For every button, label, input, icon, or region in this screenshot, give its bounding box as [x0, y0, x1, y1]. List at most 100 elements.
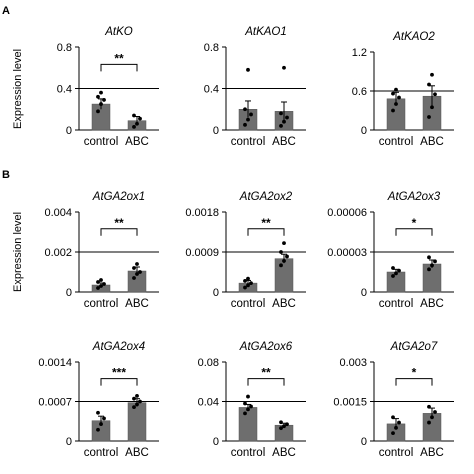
chart6-category-label: control [379, 298, 414, 310]
chart6-significance-label: * [412, 216, 417, 230]
chart9-point-ABC [427, 404, 431, 409]
chart5-significance-bracket [247, 228, 285, 236]
chart6-significance-bracket [395, 228, 433, 236]
chart5-point-ABC [282, 241, 286, 246]
chart5-ytick-label: 0.0018 [185, 207, 219, 219]
chart8-point-control [243, 411, 247, 416]
chart8-ytick-label: 0.08 [198, 357, 219, 369]
chart3-point-control [391, 91, 395, 96]
chart2-point-ABC [279, 123, 283, 128]
chart7-point-ABC [132, 396, 136, 401]
chart8-point-control [249, 404, 253, 409]
chart9-point-control [391, 415, 395, 420]
chart7-category-label: control [84, 447, 119, 459]
chart3-title: AtKAO2 [392, 31, 435, 43]
chart8-point-control [246, 394, 250, 399]
chart5-point-ABC [279, 263, 283, 268]
chart8-significance-label: ** [261, 366, 271, 380]
chart5-significance-label: ** [261, 216, 271, 230]
chart5-point-control [249, 281, 253, 286]
chart4-ytick-label: 0 [66, 287, 72, 299]
chart9-point-ABC [430, 415, 434, 420]
chart6-point-control [394, 271, 398, 276]
chart6-ytick-label: 0.00003 [327, 247, 367, 259]
chart5-ytick-label: 0 [213, 287, 219, 299]
chart2-point-control [246, 117, 250, 122]
chart7-point-ABC [135, 402, 139, 407]
chart7-ytick-label: 0.0014 [38, 357, 72, 369]
chart4-point-control [99, 278, 103, 282]
chart3-point-control [394, 87, 398, 92]
chart5-category-label: ABC [272, 298, 296, 310]
chart9-ytick-label: 0.003 [339, 357, 367, 369]
chart8-ytick-label: 0.04 [198, 397, 219, 409]
chart6-ytick-label: 0.00006 [327, 207, 367, 219]
chart6-ytick-label: 0 [361, 287, 367, 299]
chart2-category-label: control [231, 136, 266, 148]
chart6-bar-ABC [422, 263, 442, 293]
chart3-point-control [391, 108, 395, 113]
chart8-point-ABC [282, 424, 286, 429]
chart9-point-control [394, 425, 398, 430]
chart3-ytick-label: 0.6 [352, 86, 367, 98]
chart4-point-ABC [135, 262, 139, 266]
chart4-significance-bracket [100, 228, 138, 236]
chart8-point-control [246, 407, 250, 412]
chart4-point-ABC [135, 272, 139, 276]
chart5-point-ABC [279, 250, 283, 254]
chart1-point-control [99, 102, 103, 106]
chart3-ytick-label: 0 [361, 125, 367, 137]
chart7-significance-label: *** [112, 366, 126, 380]
chart2-point-control [243, 122, 247, 127]
chart6-point-control [391, 266, 395, 270]
chart9-ytick-label: 0.0015 [333, 397, 367, 409]
chart4-significance-label: ** [114, 216, 124, 230]
chart6-point-control [397, 268, 401, 273]
chart5-point-control [243, 278, 247, 283]
chart6-point-ABC [427, 255, 431, 260]
chart4-point-control [96, 280, 100, 284]
chart2-category-label: ABC [272, 136, 296, 148]
chart7-point-control [96, 427, 100, 432]
chart9-title: AtGA2o7 [390, 341, 438, 353]
chart8-category-label: control [231, 447, 266, 459]
chart8-point-ABC [285, 422, 289, 427]
chart4-point-ABC [138, 270, 142, 274]
chart7-point-control [96, 410, 100, 415]
chart3-point-control [394, 102, 398, 106]
chart4-title: AtGA2ox1 [92, 191, 145, 203]
chart5-bar-ABC [274, 258, 294, 293]
chart1-significance-label: ** [114, 51, 124, 65]
chart2-point-ABC [285, 115, 289, 120]
chart8-point-control [243, 401, 247, 406]
chart2-point-ABC [282, 65, 286, 70]
chart3-point-ABC [427, 82, 431, 87]
chart3-point-ABC [430, 105, 434, 110]
chart8-significance-bracket [247, 378, 285, 386]
chart1-ytick-label: 0 [66, 125, 72, 137]
chart9-point-ABC [433, 410, 437, 414]
chart4-ytick-label: 0.002 [44, 247, 72, 259]
chart9-significance-label: * [412, 366, 417, 380]
chart3-category-label: control [379, 136, 414, 148]
chart1-point-ABC [132, 113, 136, 118]
chart1-category-label: control [84, 136, 119, 148]
chart1-point-ABC [138, 116, 142, 121]
chart6-point-control [391, 274, 395, 278]
chart3-point-ABC [430, 72, 434, 77]
chart2-point-ABC [279, 111, 283, 116]
chart1-significance-bracket [100, 63, 138, 72]
chart2-title: AtKAO1 [244, 26, 287, 38]
chart7-title: AtGA2ox4 [92, 341, 145, 353]
chart6-category-label: ABC [420, 298, 444, 310]
chart9-point-ABC [427, 420, 431, 425]
chart7-bar-ABC [127, 402, 147, 442]
chart7-ytick-label: 0.0007 [38, 397, 72, 409]
chart4-point-ABC [132, 276, 136, 280]
chart9-point-control [397, 420, 401, 425]
chart3-ytick-label: 1.2 [352, 47, 367, 59]
chart1-title: AtKO [104, 26, 133, 38]
chart4-point-control [102, 282, 106, 286]
chart2-point-control [243, 107, 247, 112]
